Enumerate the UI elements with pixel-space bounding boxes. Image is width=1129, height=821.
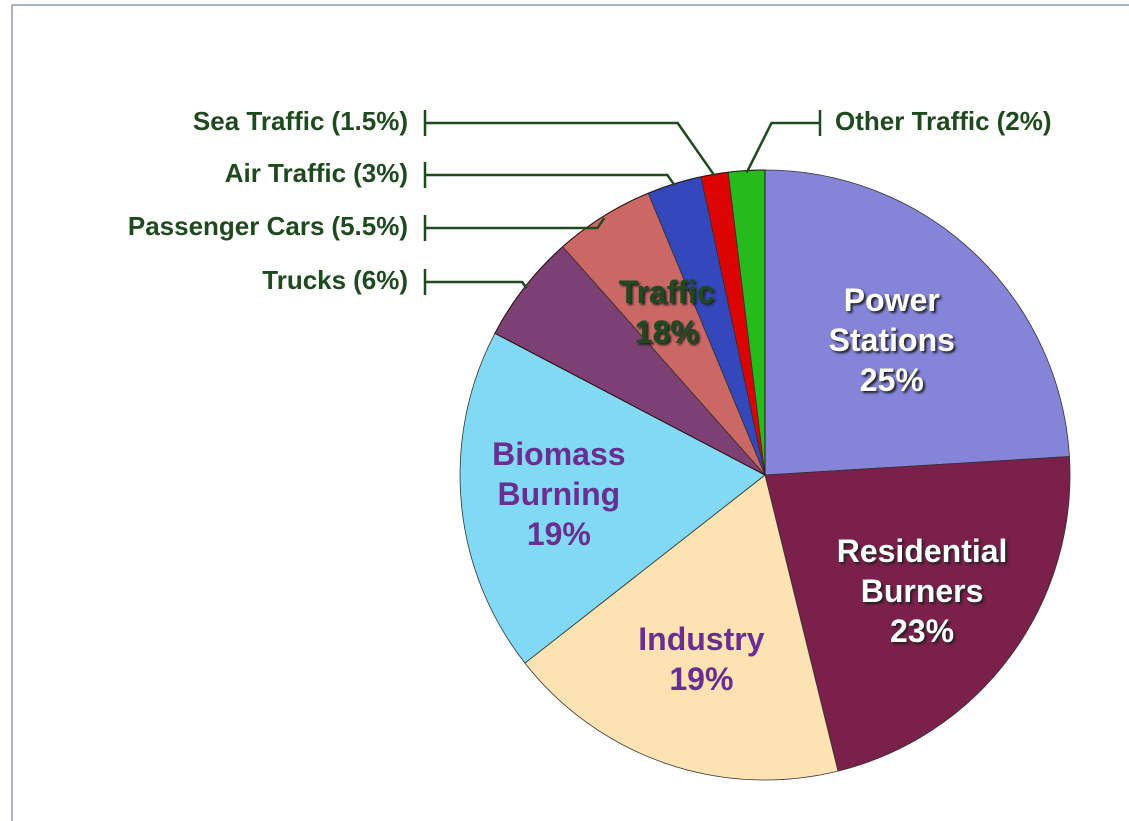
- slice-name: Air Traffic: [225, 158, 346, 188]
- leader-line: [423, 215, 606, 241]
- slice: [764, 456, 1071, 772]
- slice-name: Residential Burners: [836, 532, 1008, 609]
- slice-name: Other Traffic: [835, 106, 990, 136]
- slice-label: Residential Burners 23%: [822, 531, 1022, 651]
- slice-value-label: (3%): [353, 158, 408, 188]
- slice: [459, 332, 766, 664]
- slice-value-label: (1.5%): [331, 106, 408, 136]
- slice-value-label: 25%: [859, 362, 924, 399]
- slice-label: Air Traffic (3%): [225, 158, 408, 188]
- slice-label: Passenger Cars (5.5%): [128, 211, 408, 241]
- slice-value-label: (5.5%): [331, 211, 408, 241]
- slice-name: Sea Traffic: [193, 106, 325, 136]
- slice-label: Biomass Burning 19%: [459, 434, 659, 554]
- slice-label: Other Traffic (2%): [835, 106, 1052, 136]
- slice-value-label: 19%: [669, 661, 734, 698]
- leader-line: [423, 110, 716, 177]
- frame: [11, 4, 1129, 821]
- leader-line: [423, 162, 676, 188]
- slice-name: Trucks: [262, 265, 346, 295]
- slice-value-label: (2%): [997, 106, 1052, 136]
- leader-line: [423, 269, 528, 295]
- slice: [524, 474, 839, 781]
- leader-line: [745, 110, 822, 174]
- slice-label: Power Stations 25%: [792, 280, 992, 400]
- slice-name: Industry: [638, 621, 765, 658]
- slice-value-label: 23%: [890, 612, 955, 649]
- group-outline: [494, 169, 766, 476]
- group-label: Traffic 18%: [567, 272, 767, 352]
- slice: [764, 169, 1070, 476]
- slice-label: Industry 19%: [601, 619, 801, 699]
- slice-name: Biomass Burning: [492, 435, 626, 512]
- slice-name: Power Stations: [828, 282, 955, 359]
- slice-label: Sea Traffic (1.5%): [193, 106, 408, 136]
- slice-value-label: (6%): [353, 265, 408, 295]
- group-value-label: 18%: [634, 314, 699, 351]
- slice-value-label: 19%: [526, 515, 591, 552]
- group-name: Traffic: [618, 274, 715, 311]
- slice-label: Trucks (6%): [262, 265, 408, 295]
- slice-name: Passenger Cars: [128, 211, 325, 241]
